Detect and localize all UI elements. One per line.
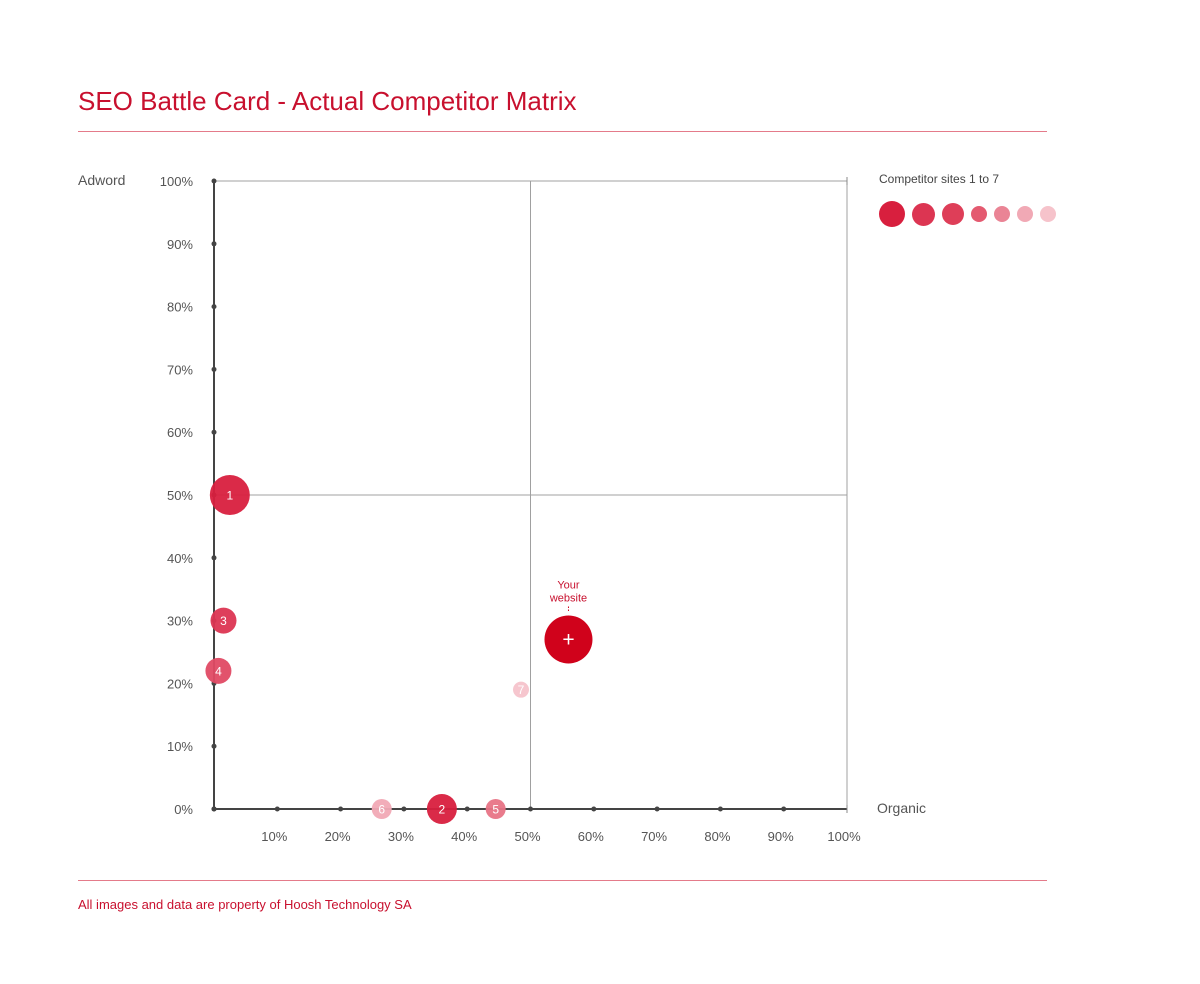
y-tick-label: 90% xyxy=(167,237,193,252)
competitor-bubble-label: 6 xyxy=(378,803,385,817)
x-tick-dot xyxy=(528,806,533,812)
plus-icon: + xyxy=(562,628,574,651)
x-tick-label: 10% xyxy=(261,829,287,844)
your-website-label: website xyxy=(549,592,587,604)
y-tick-dot xyxy=(211,366,217,372)
y-tick-label: 0% xyxy=(174,802,193,817)
x-tick-label: 80% xyxy=(704,829,730,844)
x-tick-label: 100% xyxy=(827,829,861,844)
legend-dot-7 xyxy=(1040,206,1056,222)
competitor-bubble-label: 3 xyxy=(220,614,227,628)
x-tick-dot xyxy=(717,806,723,812)
competitor-bubble-7 xyxy=(513,681,530,698)
y-tick-label: 70% xyxy=(167,362,193,377)
competitor-bubble-label: 7 xyxy=(518,683,525,697)
x-tick-dot xyxy=(401,806,407,812)
y-tick-dot xyxy=(211,555,217,561)
competitor-bubble-1 xyxy=(209,475,250,515)
legend-title: Competitor sites 1 to 7 xyxy=(879,172,1000,186)
y-tick-label: 50% xyxy=(167,488,193,503)
legend xyxy=(879,201,1063,227)
x-tick-label: 30% xyxy=(388,829,414,844)
y-tick-label: 100% xyxy=(160,174,194,189)
footer-copyright: All images and data are property of Hoos… xyxy=(78,897,412,912)
x-tick-label: 70% xyxy=(641,829,667,844)
competitor-bubble-6 xyxy=(371,799,392,819)
x-tick-label: 60% xyxy=(578,829,604,844)
competitor-bubble-label: 2 xyxy=(439,803,446,817)
x-axis-title: Organic xyxy=(877,800,927,816)
y-tick-label: 60% xyxy=(167,425,193,440)
competitor-bubble-label: 5 xyxy=(492,803,499,817)
x-tick-dot xyxy=(781,806,787,812)
x-tick-dot xyxy=(274,806,280,812)
your-website-bubble xyxy=(544,615,593,664)
x-tick-label: 90% xyxy=(768,829,794,844)
y-tick-label: 80% xyxy=(167,300,193,315)
title-divider xyxy=(78,131,1047,132)
y-tick-dot xyxy=(211,304,217,310)
page-title: SEO Battle Card - Actual Competitor Matr… xyxy=(78,86,577,116)
x-tick-dot xyxy=(211,806,217,812)
x-tick-label: 20% xyxy=(325,829,351,844)
y-tick-dot xyxy=(211,241,217,247)
x-tick-dot xyxy=(464,806,470,812)
y-tick-label: 10% xyxy=(167,739,193,754)
x-tick-label: 40% xyxy=(451,829,477,844)
y-tick-dot xyxy=(211,178,217,184)
legend-dot-1 xyxy=(879,201,905,227)
legend-dot-4 xyxy=(971,206,987,222)
y-axis-title: Adword xyxy=(78,172,126,188)
y-tick-dot xyxy=(211,743,217,749)
x-tick-dot xyxy=(338,806,344,812)
competitor-bubble-5 xyxy=(485,799,506,819)
your-website-label: Your xyxy=(557,579,580,591)
competitor-bubble-3 xyxy=(210,607,237,634)
y-tick-label: 30% xyxy=(167,614,193,629)
competitor-bubble-label: 1 xyxy=(226,489,233,503)
legend-dot-6 xyxy=(1017,206,1033,222)
competitor-bubble-2 xyxy=(426,794,457,824)
legend-dot-2 xyxy=(912,202,935,226)
competitor-bubble-label: 4 xyxy=(215,664,222,678)
y-tick-dot xyxy=(211,429,217,435)
footer-divider xyxy=(78,880,1047,881)
legend-dot-5 xyxy=(994,206,1010,222)
y-tick-label: 40% xyxy=(167,551,193,566)
x-tick-dot xyxy=(654,806,660,812)
x-tick-dot xyxy=(591,806,597,812)
x-tick-label: 50% xyxy=(514,829,540,844)
y-tick-label: 20% xyxy=(167,676,193,691)
competitor-bubble-4 xyxy=(205,657,232,684)
legend-dot-3 xyxy=(942,203,964,225)
